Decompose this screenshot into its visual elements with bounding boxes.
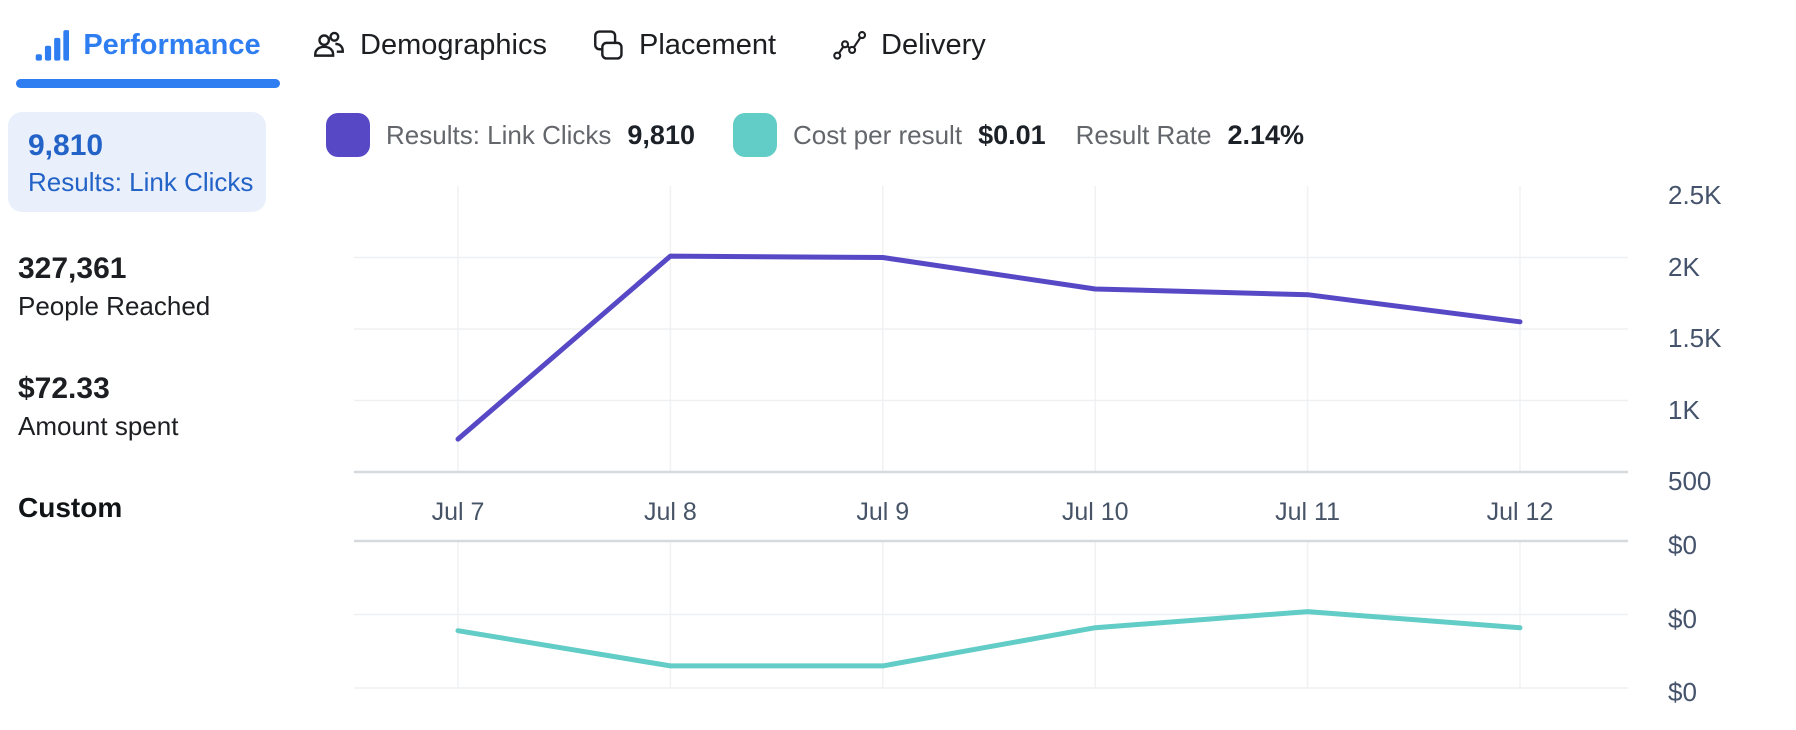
tab-performance-label: Performance	[83, 28, 261, 61]
legend-label: Result Rate	[1075, 119, 1212, 150]
metric-value: 9,810	[28, 129, 104, 162]
metric-people-reached[interactable]: 327,361 People Reached	[18, 250, 210, 324]
metric-value: 327,361	[18, 252, 127, 285]
metric-value: $72.33	[18, 372, 110, 405]
cost-swatch	[732, 113, 777, 157]
trend-dots-icon	[833, 28, 867, 62]
tab-delivery-label: Delivery	[881, 28, 986, 61]
y-tick-label: 1K	[1668, 394, 1700, 425]
x-tick-label: Jul 9	[856, 498, 910, 526]
tab-delivery[interactable]: Delivery	[833, 10, 986, 80]
y-tick-label: 2.5K	[1668, 180, 1722, 210]
x-tick-label: Jul 10	[1061, 498, 1129, 526]
legend-value: 2.14%	[1227, 119, 1305, 150]
people-icon	[312, 28, 346, 62]
tab-placement-label: Placement	[639, 28, 777, 61]
cost-per-result-line[interactable]	[455, 609, 1523, 669]
results-link-clicks-line[interactable]	[455, 253, 1523, 442]
x-tick-label: Jul 8	[643, 498, 697, 526]
tab-placement[interactable]: Placement	[591, 10, 776, 80]
results-swatch	[326, 113, 370, 157]
legend-label: Cost per result	[792, 119, 963, 150]
legend-item-results: Results: Link Clicks 9,810	[326, 113, 695, 157]
tab-demographics-label: Demographics	[360, 28, 547, 61]
legend-item-result-rate: Result Rate 2.14%	[1076, 120, 1304, 151]
metric-label: People Reached	[18, 291, 211, 321]
bar-chart-icon	[35, 28, 70, 62]
performance-line-chart[interactable]	[354, 180, 1640, 700]
legend-item-cost-per-result: Cost per result $0.01	[732, 113, 1046, 157]
y-tick-label: $0	[1668, 603, 1697, 634]
x-tick-label: Jul 11	[1275, 498, 1341, 526]
tab-performance[interactable]: Performance	[16, 10, 280, 88]
metric-results-link-clicks[interactable]: 9,810 Results: Link Clicks	[8, 112, 266, 212]
y-tick-label: $0	[1668, 677, 1697, 707]
legend-value: 9,810	[627, 119, 695, 150]
x-tick-label: Jul 7	[431, 498, 485, 526]
metric-label: Results: Link Clicks	[28, 167, 254, 197]
y-tick-label: 500	[1668, 466, 1712, 496]
legend-label: Results: Link Clicks	[386, 119, 612, 150]
y-tick-label: 1.5K	[1668, 323, 1722, 353]
overlapping-squares-icon	[591, 28, 625, 62]
active-tab-underline	[16, 79, 280, 88]
custom-metrics-heading[interactable]: Custom	[18, 492, 123, 523]
y-tick-label: 2K	[1668, 251, 1700, 282]
x-tick-label: Jul 12	[1486, 498, 1554, 526]
chart-legend: Results: Link Clicks 9,810 Cost per resu…	[326, 110, 1304, 160]
tab-demographics[interactable]: Demographics	[312, 10, 547, 80]
legend-value: $0.01	[978, 119, 1046, 150]
metric-amount-spent[interactable]: $72.33 Amount spent	[18, 370, 178, 444]
y-tick-label: $0	[1668, 530, 1697, 560]
metric-label: Amount spent	[18, 411, 179, 441]
